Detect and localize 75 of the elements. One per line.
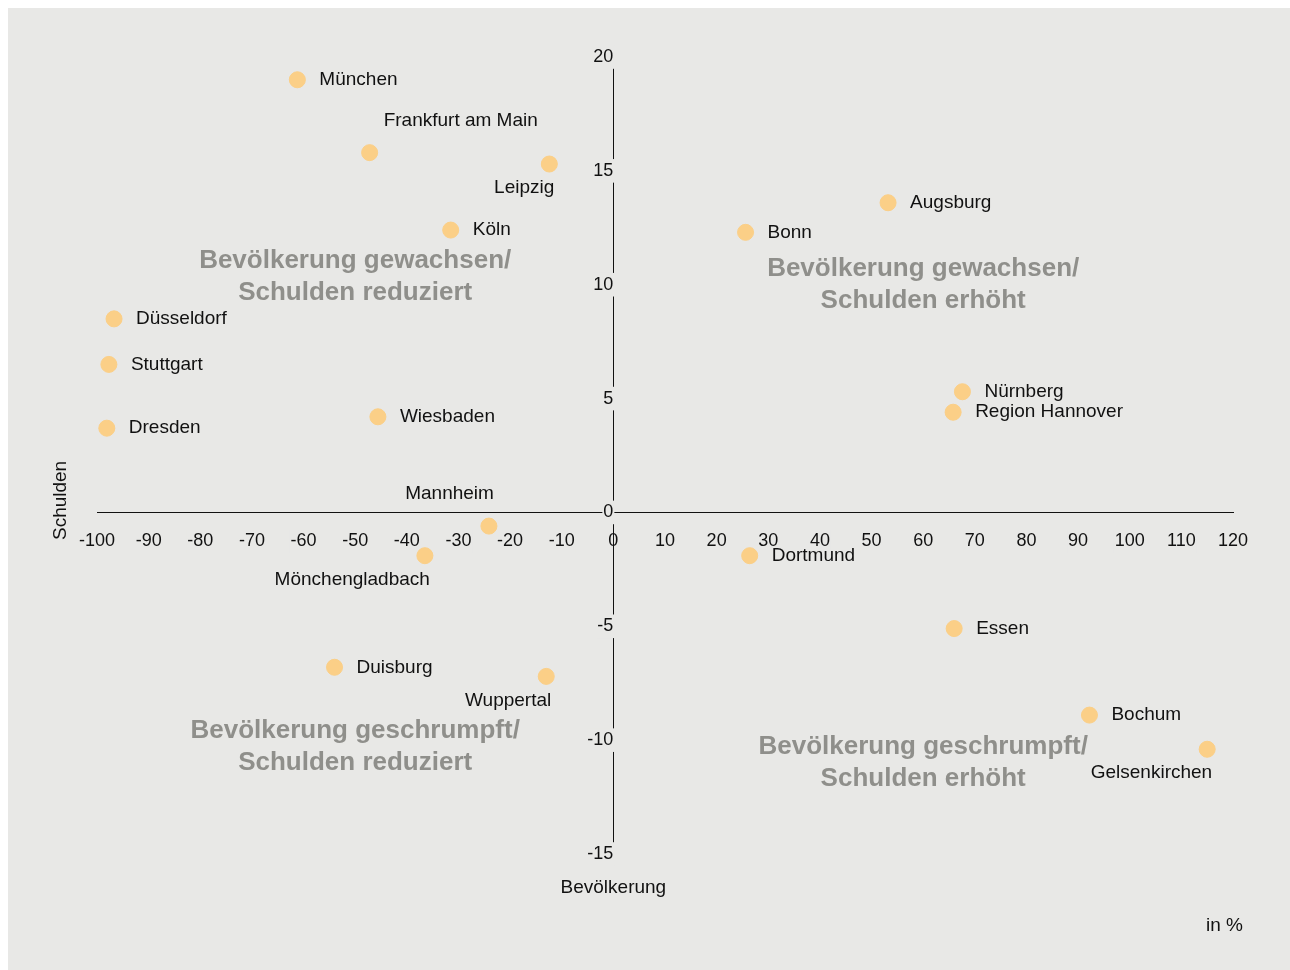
annotation: Region Hannover xyxy=(975,400,1124,422)
point xyxy=(105,310,123,328)
annotation: Leipzig xyxy=(494,176,555,198)
x-tick-label: -100 xyxy=(78,530,116,551)
x-tick-label: 10 xyxy=(654,530,676,551)
point xyxy=(879,194,897,212)
y-tick-label: 5 xyxy=(603,387,614,408)
point xyxy=(416,547,434,565)
y-tick-label: 10 xyxy=(593,273,614,294)
y-tick-label: 0 xyxy=(603,501,614,522)
annotation: Frankfurt am Main xyxy=(383,108,538,130)
x-tick-label: -20 xyxy=(497,530,524,551)
annotation: Wuppertal xyxy=(464,688,552,710)
annotation: Mönchengladbach xyxy=(274,567,430,589)
annotation: Bochum xyxy=(1111,703,1182,725)
x-tick-label: 20 xyxy=(706,530,727,551)
annotation: Dresden xyxy=(128,416,201,438)
point xyxy=(944,403,962,421)
x-tick-label: 120 xyxy=(1217,530,1249,551)
point xyxy=(945,620,963,638)
y-tick-label: 20 xyxy=(593,45,614,66)
point xyxy=(953,383,971,401)
x-tick-label: -40 xyxy=(393,530,420,551)
x-tick-label: 80 xyxy=(1016,530,1037,551)
annotation: Nürnberg xyxy=(984,379,1064,401)
x-tick-label: -30 xyxy=(445,530,472,551)
x-tick-label: -60 xyxy=(290,530,317,551)
point xyxy=(98,419,116,437)
x-axis-title: Bevölkerung xyxy=(560,876,667,898)
y-tick-label: 15 xyxy=(593,159,614,180)
point xyxy=(361,144,379,162)
annotation: Gelsenkirchen xyxy=(1090,761,1213,783)
annotation: Köln xyxy=(472,218,511,240)
y-tick-label: -15 xyxy=(587,842,614,863)
annotation: Bevölkerung gewachsen/ Schulden erhöht xyxy=(767,251,1080,314)
x-tick-label: 110 xyxy=(1167,530,1196,551)
x-tick-label: 40 xyxy=(809,530,830,551)
y-axis-title: Schulden xyxy=(49,460,71,541)
y-tick-label: -10 xyxy=(587,729,614,750)
x-tick-label: -10 xyxy=(548,530,575,551)
point xyxy=(741,547,759,565)
point xyxy=(1080,706,1098,724)
point xyxy=(442,221,460,239)
x-tick-label: 70 xyxy=(964,530,985,551)
annotation: Bevölkerung gewachsen/ Schulden reduziert xyxy=(199,243,512,306)
point xyxy=(326,658,344,676)
x-tick-label: 60 xyxy=(913,530,934,551)
point xyxy=(540,155,558,173)
x-tick-label: 90 xyxy=(1068,530,1089,551)
annotation: Stuttgart xyxy=(130,352,204,374)
point xyxy=(1198,740,1216,758)
annotation: Augsburg xyxy=(910,190,992,212)
point xyxy=(100,355,118,373)
point xyxy=(737,223,755,241)
annotation: Wiesbaden xyxy=(399,405,495,427)
x-tick-label: -50 xyxy=(342,530,369,551)
annotation: München xyxy=(319,68,398,90)
annotation: Bevölkerung geschrumpft/ Schulden reduziert xyxy=(190,714,520,777)
annotation: Bonn xyxy=(767,220,812,242)
point xyxy=(480,517,498,535)
y-tick-label: -5 xyxy=(597,615,614,636)
annotation: Mannheim xyxy=(405,482,494,504)
point xyxy=(369,408,387,426)
x-tick-label: 100 xyxy=(1114,530,1145,551)
annotation: Düsseldorf xyxy=(136,307,228,329)
x-tick-label: -70 xyxy=(238,530,265,551)
x-tick-label: -80 xyxy=(187,530,214,551)
text: in % xyxy=(1206,914,1244,936)
annotation: Duisburg xyxy=(356,655,433,677)
point xyxy=(288,71,306,89)
annotation: Essen xyxy=(976,616,1029,638)
x-tick-label: -90 xyxy=(135,530,162,551)
annotation: Bevölkerung geschrumpft/ Schulden erhöht xyxy=(758,730,1088,793)
point xyxy=(537,667,555,685)
x-tick-label: 50 xyxy=(861,530,882,551)
